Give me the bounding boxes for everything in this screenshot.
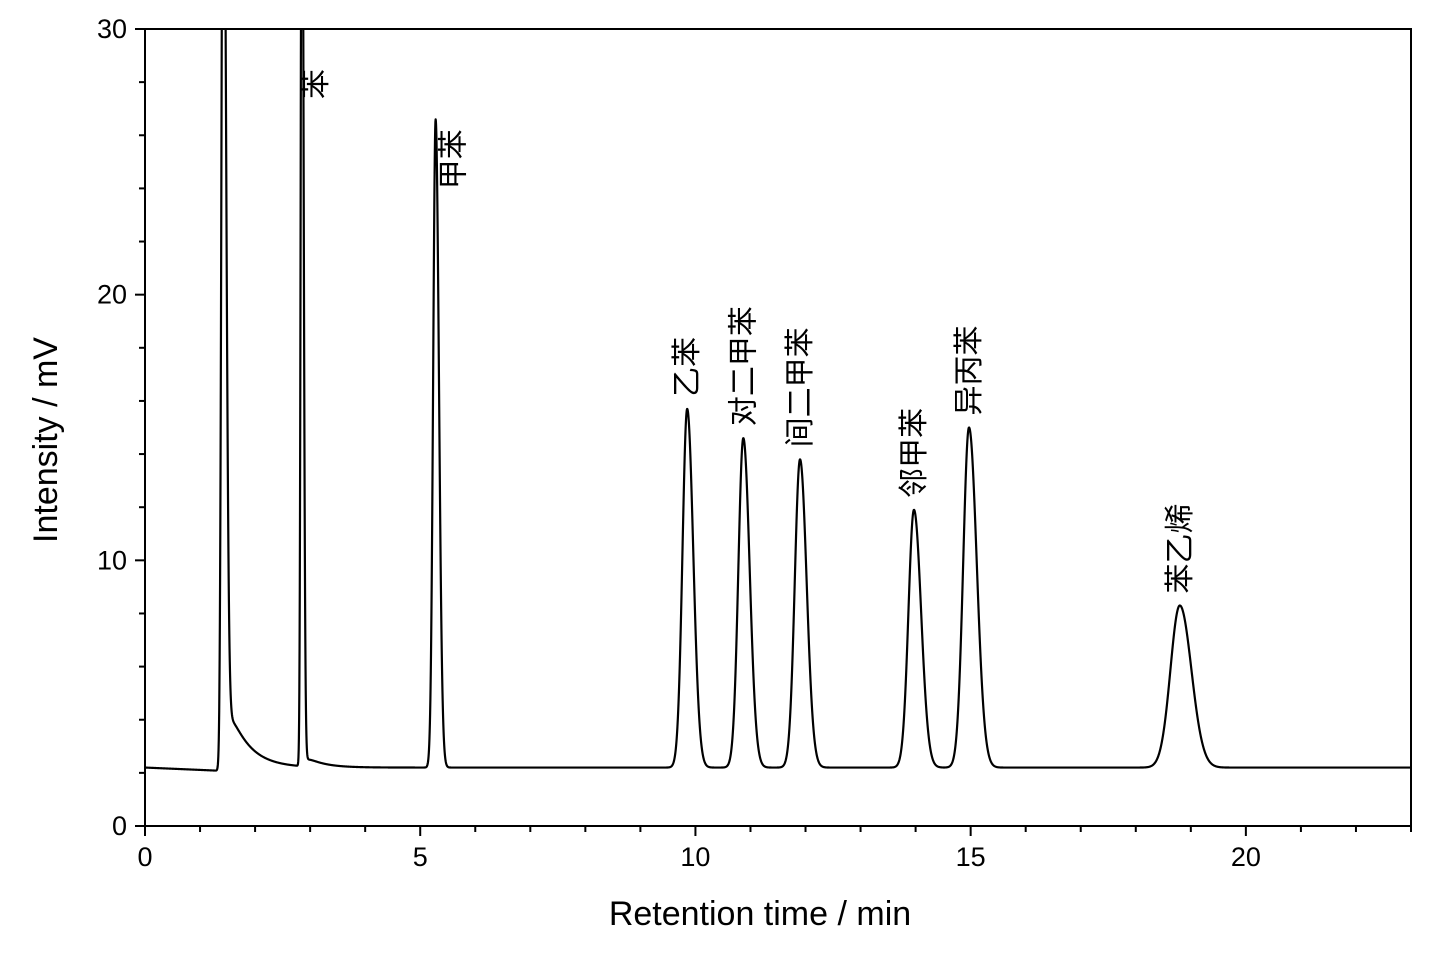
- x-tick-label: 10: [680, 842, 710, 872]
- peak-label: 乙苯: [670, 337, 705, 397]
- peak-label: 间二甲苯: [783, 327, 818, 447]
- peak-label: 对二甲苯: [726, 306, 761, 426]
- plot-frame: [144, 28, 1412, 827]
- y-tick-label: 0: [112, 811, 127, 841]
- axis-ticks: [135, 28, 1412, 836]
- tick-labels: 0 5 10 15 20 0 10 20 30: [97, 14, 1261, 872]
- y-tick-label: 30: [97, 14, 127, 44]
- y-tick-label: 10: [97, 545, 127, 575]
- peak-label: 邻甲苯: [897, 408, 932, 498]
- x-axis-title: Retention time / min: [609, 895, 911, 933]
- y-tick-label: 20: [97, 280, 127, 310]
- chromatogram-trace: [145, 29, 1411, 772]
- peak-label: 苯乙烯: [1163, 504, 1198, 594]
- peak-label: 异丙苯: [952, 326, 987, 416]
- x-tick-label: 15: [956, 842, 986, 872]
- x-tick-label: 0: [137, 842, 152, 872]
- x-tick-label: 20: [1231, 842, 1261, 872]
- peak-label: 苯: [299, 69, 334, 99]
- y-axis-title: Intensity / mV: [27, 337, 65, 543]
- peak-label: 甲苯: [437, 129, 472, 189]
- x-tick-label: 5: [413, 842, 428, 872]
